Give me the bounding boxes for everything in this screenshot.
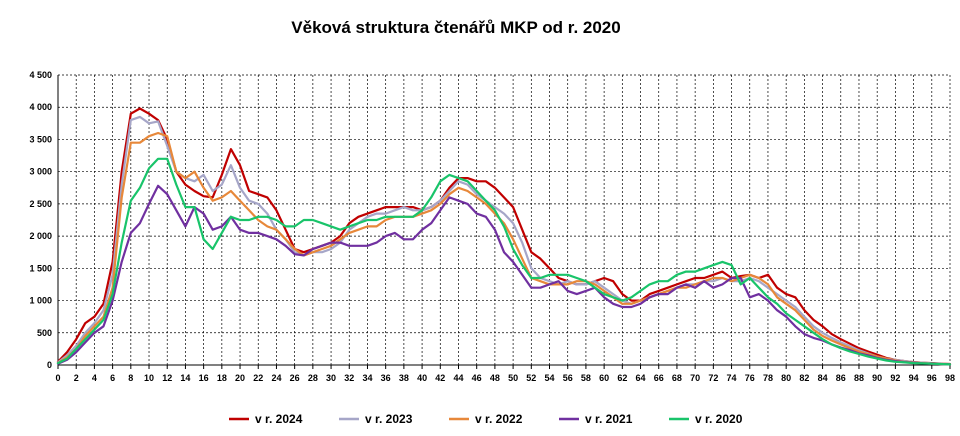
x-tick-label: 58 — [581, 373, 591, 383]
x-tick-label: 76 — [745, 373, 755, 383]
x-tick-label: 66 — [654, 373, 664, 383]
x-tick-label: 6 — [110, 373, 115, 383]
x-tick-label: 84 — [818, 373, 828, 383]
x-tick-label: 8 — [128, 373, 133, 383]
y-tick-label: 1 500 — [29, 263, 52, 273]
legend-label: v r. 2020 — [695, 412, 743, 426]
x-tick-label: 64 — [636, 373, 646, 383]
legend-item: v r. 2023 — [339, 412, 413, 426]
y-tick-label: 500 — [37, 328, 52, 338]
x-tick-label: 94 — [909, 373, 919, 383]
x-tick-label: 54 — [545, 373, 555, 383]
x-tick-label: 98 — [945, 373, 955, 383]
x-tick-label: 42 — [435, 373, 445, 383]
x-tick-label: 56 — [563, 373, 573, 383]
y-tick-label: 3 500 — [29, 134, 52, 144]
x-tick-label: 4 — [92, 373, 97, 383]
x-tick-label: 32 — [344, 373, 354, 383]
y-tick-label: 1 000 — [29, 296, 52, 306]
legend-item: v r. 2024 — [229, 412, 303, 426]
x-tick-label: 86 — [836, 373, 846, 383]
x-tick-label: 10 — [144, 373, 154, 383]
x-tick-label: 48 — [490, 373, 500, 383]
x-tick-label: 74 — [727, 373, 737, 383]
x-tick-label: 36 — [381, 373, 391, 383]
x-tick-label: 28 — [308, 373, 318, 383]
x-tick-label: 92 — [890, 373, 900, 383]
y-tick-label: 0 — [47, 360, 52, 370]
legend-label: v r. 2023 — [365, 412, 413, 426]
x-tick-label: 96 — [927, 373, 937, 383]
x-tick-label: 22 — [253, 373, 263, 383]
x-tick-label: 50 — [508, 373, 518, 383]
series-line-3 — [56, 131, 952, 366]
series-line-5 — [56, 157, 952, 366]
x-tick-label: 12 — [162, 373, 172, 383]
x-tick-label: 24 — [271, 373, 281, 383]
x-tick-label: 34 — [362, 373, 372, 383]
x-tick-label: 46 — [472, 373, 482, 383]
y-tick-label: 4 500 — [29, 70, 52, 80]
x-tick-label: 40 — [417, 373, 427, 383]
x-tick-label: 18 — [217, 373, 227, 383]
x-tick-label: 70 — [690, 373, 700, 383]
y-tick-label: 3 000 — [29, 167, 52, 177]
x-tick-label: 0 — [55, 373, 60, 383]
series-line-1 — [56, 107, 952, 366]
legend-item: v r. 2021 — [559, 412, 633, 426]
y-tick-label: 2 500 — [29, 199, 52, 209]
x-tick-label: 20 — [235, 373, 245, 383]
legend-label: v r. 2021 — [585, 412, 633, 426]
x-tick-label: 68 — [672, 373, 682, 383]
x-tick-label: 30 — [326, 373, 336, 383]
x-tick-label: 38 — [399, 373, 409, 383]
chart-title: Věková struktura čtenářů MKP od r. 2020 — [291, 18, 621, 37]
x-tick-label: 80 — [781, 373, 791, 383]
x-tick-label: 60 — [599, 373, 609, 383]
y-tick-label: 2 000 — [29, 231, 52, 241]
legend-item: v r. 2020 — [669, 412, 743, 426]
x-tick-label: 72 — [708, 373, 718, 383]
series-line-2 — [56, 115, 952, 366]
x-tick-label: 90 — [872, 373, 882, 383]
legend-label: v r. 2022 — [475, 412, 523, 426]
x-tick-label: 2 — [74, 373, 79, 383]
x-tick-label: 62 — [617, 373, 627, 383]
series-line-4 — [56, 184, 952, 366]
legend-item: v r. 2022 — [449, 412, 523, 426]
x-tick-label: 14 — [180, 373, 190, 383]
x-tick-label: 16 — [199, 373, 209, 383]
x-tick-label: 52 — [526, 373, 536, 383]
x-tick-label: 44 — [453, 373, 463, 383]
y-tick-label: 4 000 — [29, 102, 52, 112]
x-tick-label: 26 — [290, 373, 300, 383]
legend-label: v r. 2024 — [255, 412, 303, 426]
x-tick-label: 78 — [763, 373, 773, 383]
x-tick-label: 82 — [799, 373, 809, 383]
x-tick-label: 88 — [854, 373, 864, 383]
